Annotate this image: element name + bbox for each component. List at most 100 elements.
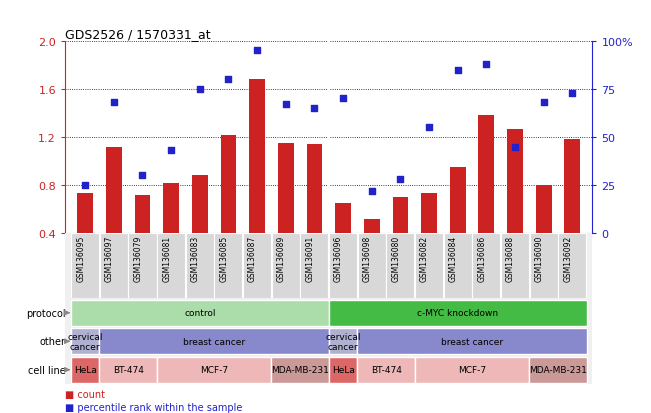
Bar (329, 357, 357, 383)
Point (252, 48, 262, 55)
Text: cervical
cancer: cervical cancer (68, 332, 103, 351)
Bar (157, 357, 271, 383)
Bar (71, 234, 99, 299)
Point (338, 96, 348, 102)
Point (481, 62, 492, 68)
Text: BT-474: BT-474 (370, 366, 402, 374)
Text: GSM136083: GSM136083 (191, 235, 200, 281)
Bar (473, 234, 501, 299)
Bar (444, 234, 472, 299)
Bar (357, 328, 587, 354)
Text: ■ percentile rank within the sample: ■ percentile rank within the sample (65, 402, 242, 412)
Bar (329, 328, 357, 354)
Bar (357, 357, 415, 383)
Bar (249, 80, 265, 234)
Bar (329, 234, 357, 299)
Bar (100, 328, 329, 354)
Text: GSM136088: GSM136088 (506, 235, 515, 281)
Text: GSM136091: GSM136091 (305, 235, 314, 281)
Bar (100, 234, 128, 299)
Point (137, 173, 148, 179)
Point (538, 100, 549, 107)
Text: GSM136080: GSM136080 (391, 235, 400, 281)
Text: GSM136090: GSM136090 (534, 235, 544, 281)
Bar (77, 194, 93, 234)
Bar (186, 234, 214, 299)
Text: GSM136095: GSM136095 (76, 235, 85, 281)
Bar (100, 357, 157, 383)
Bar (478, 116, 494, 234)
Bar (214, 234, 242, 299)
Bar (271, 234, 300, 299)
Point (281, 102, 291, 108)
Bar (507, 129, 523, 234)
Text: GSM136086: GSM136086 (477, 235, 486, 281)
Bar (157, 234, 185, 299)
Bar (415, 357, 529, 383)
Bar (564, 140, 580, 234)
Bar (386, 234, 415, 299)
Bar (307, 145, 322, 234)
Bar (135, 195, 150, 234)
Text: GSM136087: GSM136087 (248, 235, 257, 281)
Point (109, 100, 119, 107)
Text: HeLa: HeLa (331, 366, 355, 374)
Point (309, 106, 320, 112)
Point (80, 182, 90, 189)
Bar (501, 234, 529, 299)
Text: HeLa: HeLa (74, 366, 96, 374)
Text: MDA-MB-231: MDA-MB-231 (271, 366, 329, 374)
Text: BT-474: BT-474 (113, 366, 144, 374)
Bar (106, 147, 122, 234)
Bar (278, 144, 294, 234)
Text: GSM136096: GSM136096 (334, 235, 343, 281)
Bar (364, 219, 380, 234)
Text: GSM136098: GSM136098 (363, 235, 372, 281)
Text: GSM136082: GSM136082 (420, 235, 429, 281)
Text: GSM136081: GSM136081 (162, 235, 171, 281)
Point (510, 144, 520, 150)
Text: GSM136085: GSM136085 (219, 235, 229, 281)
Text: cell line: cell line (28, 365, 66, 375)
Bar (163, 183, 179, 234)
Point (367, 188, 377, 195)
Text: c-MYC knockdown: c-MYC knockdown (417, 309, 498, 318)
Bar (357, 234, 386, 299)
Point (223, 77, 234, 83)
Point (452, 67, 463, 74)
Text: MCF-7: MCF-7 (200, 366, 229, 374)
Point (424, 125, 434, 131)
Bar (221, 135, 236, 234)
Bar (415, 234, 443, 299)
Bar (128, 234, 156, 299)
Text: GSM136097: GSM136097 (105, 235, 114, 281)
Bar (393, 197, 408, 234)
Text: breast cancer: breast cancer (441, 337, 503, 346)
Text: control: control (184, 309, 215, 318)
Bar (530, 234, 558, 299)
Text: MCF-7: MCF-7 (458, 366, 486, 374)
Bar (329, 300, 587, 326)
Text: GSM136084: GSM136084 (449, 235, 458, 281)
Bar (243, 234, 271, 299)
Bar (192, 176, 208, 234)
Text: GSM136079: GSM136079 (133, 235, 143, 281)
Bar (71, 328, 100, 354)
Text: ■ count: ■ count (65, 389, 105, 399)
Point (166, 148, 176, 154)
Text: other: other (40, 337, 66, 347)
Text: cervical
cancer: cervical cancer (326, 332, 361, 351)
Bar (300, 234, 329, 299)
Bar (559, 234, 587, 299)
Bar (536, 185, 551, 234)
Bar (271, 357, 329, 383)
Point (195, 86, 205, 93)
Text: GSM136089: GSM136089 (277, 235, 286, 281)
Bar (335, 204, 351, 234)
Bar (71, 357, 100, 383)
Bar (529, 357, 587, 383)
Text: protocol: protocol (26, 308, 66, 318)
Text: MDA-MB-231: MDA-MB-231 (529, 366, 587, 374)
Bar (421, 194, 437, 234)
Text: GSM136092: GSM136092 (563, 235, 572, 281)
